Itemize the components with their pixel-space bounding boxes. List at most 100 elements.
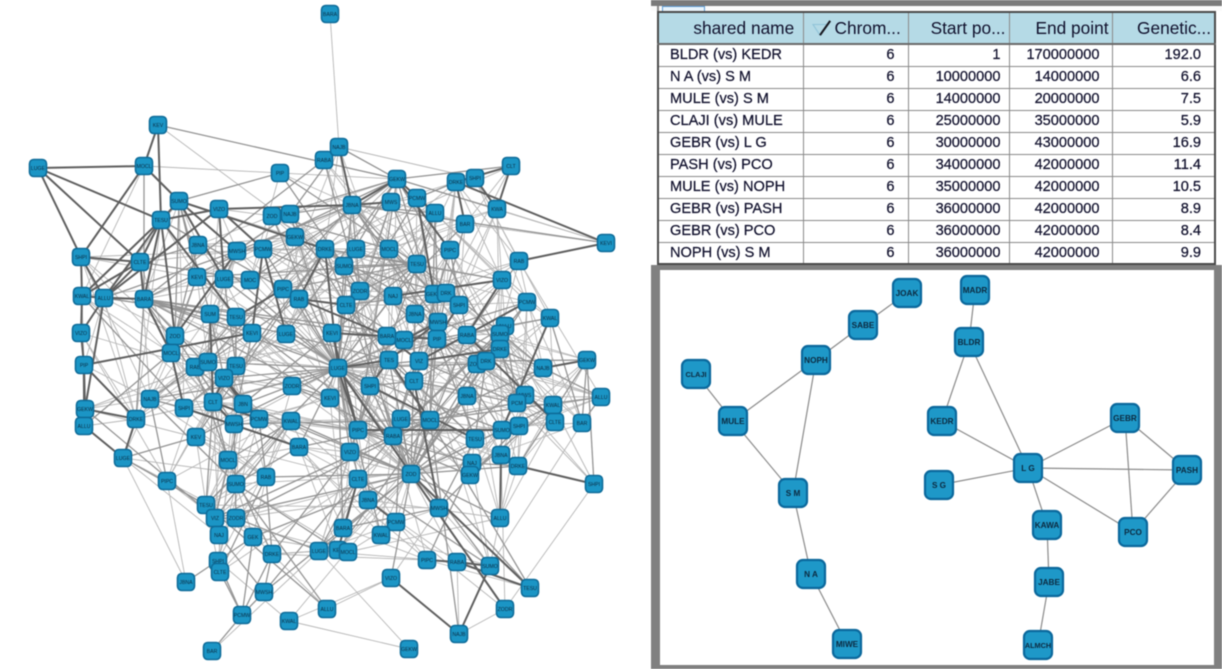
svg-text:LUGE: LUGE xyxy=(31,166,46,172)
svg-text:RAB: RAB xyxy=(261,475,272,481)
svg-text:NAJ: NAJ xyxy=(388,294,398,300)
svg-text:VIZO: VIZO xyxy=(496,278,508,284)
svg-text:TESU: TESU xyxy=(154,218,168,224)
svg-text:BARA: BARA xyxy=(380,334,395,340)
svg-text:PIP: PIP xyxy=(433,337,442,343)
svg-text:PIP: PIP xyxy=(80,363,89,369)
svg-text:MWSH: MWSH xyxy=(226,422,243,428)
svg-text:CLTE: CLTE xyxy=(352,477,365,483)
svg-text:KEV: KEV xyxy=(153,123,164,129)
svg-text:NAJB: NAJB xyxy=(332,145,346,151)
svg-text:GEBR: GEBR xyxy=(1113,414,1137,423)
svg-text:ZODR: ZODR xyxy=(353,289,368,295)
svg-text:SHPI: SHPI xyxy=(513,424,525,430)
svg-text:LUGE: LUGE xyxy=(217,277,232,283)
svg-text:SHPI: SHPI xyxy=(178,406,190,412)
svg-text:NAJ: NAJ xyxy=(467,461,477,467)
svg-text:RABA: RABA xyxy=(317,158,332,164)
svg-text:ZODR: ZODR xyxy=(285,384,300,390)
svg-text:TES: TES xyxy=(384,358,395,364)
svg-text:PIPC: PIPC xyxy=(444,248,456,254)
svg-text:ZODR: ZODR xyxy=(498,607,513,613)
svg-text:PCMW: PCMW xyxy=(409,196,426,202)
svg-text:BARA: BARA xyxy=(292,445,307,451)
svg-text:NAJB: NAJB xyxy=(283,212,297,218)
svg-text:KEV: KEV xyxy=(191,435,202,441)
svg-text:KEDR: KEDR xyxy=(930,417,953,426)
svg-text:L G: L G xyxy=(1021,464,1035,473)
svg-text:ALLU: ALLU xyxy=(595,395,608,401)
svg-text:GEK: GEK xyxy=(248,535,259,541)
svg-text:SUMO: SUMO xyxy=(228,482,244,488)
svg-text:JBNA: JBNA xyxy=(345,203,359,209)
svg-text:SHPI: SHPI xyxy=(469,176,481,182)
svg-text:TESU: TESU xyxy=(199,503,213,509)
svg-text:VIZO: VIZO xyxy=(385,576,397,582)
svg-text:DRKE: DRKE xyxy=(265,552,280,558)
svg-text:PIPC: PIPC xyxy=(277,287,289,293)
svg-text:MOCL: MOCL xyxy=(137,164,152,170)
svg-text:KAWA: KAWA xyxy=(1035,521,1060,530)
svg-text:MOCL: MOCL xyxy=(341,550,356,556)
svg-text:DRKE: DRKE xyxy=(449,180,464,186)
svg-text:ALLU: ALLU xyxy=(494,516,507,522)
svg-text:RABA: RABA xyxy=(460,333,475,339)
svg-text:PCMW: PCMW xyxy=(519,300,536,306)
svg-text:SUMO: SUMO xyxy=(494,428,510,434)
svg-text:NAJB: NAJB xyxy=(452,632,466,638)
svg-text:LUGE: LUGE xyxy=(394,417,409,423)
svg-text:MOCL: MOCL xyxy=(164,351,179,357)
svg-text:VIZO: VIZO xyxy=(213,207,225,213)
svg-text:KEVI: KEVI xyxy=(246,331,258,337)
svg-text:DRKE: DRKE xyxy=(318,247,333,253)
svg-text:LUGE: LUGE xyxy=(312,549,327,555)
svg-text:PASH: PASH xyxy=(1176,466,1198,475)
svg-text:PCMW: PCMW xyxy=(234,613,251,619)
svg-text:MULE: MULE xyxy=(721,417,745,426)
svg-text:JBNA: JBNA xyxy=(494,453,508,459)
svg-text:MWSH: MWSH xyxy=(256,590,273,596)
svg-text:SUMO: SUMO xyxy=(171,199,187,205)
svg-text:TESU: TESU xyxy=(468,437,482,443)
svg-text:SHPI: SHPI xyxy=(212,559,224,565)
svg-text:SUMO: SUMO xyxy=(200,360,216,366)
svg-text:DRK: DRK xyxy=(441,291,452,297)
svg-text:TESU: TESU xyxy=(410,262,424,268)
svg-text:DRKE: DRKE xyxy=(129,417,144,423)
svg-text:KEVI: KEVI xyxy=(324,396,336,402)
svg-text:SUMO: SUMO xyxy=(336,264,352,270)
svg-text:JBN: JBN xyxy=(238,402,248,408)
svg-text:JOAK: JOAK xyxy=(896,289,919,298)
svg-text:KEVI: KEVI xyxy=(600,241,612,247)
svg-text:ALLU: ALLU xyxy=(429,211,442,217)
svg-text:CLT: CLT xyxy=(208,400,218,406)
svg-text:S M: S M xyxy=(786,489,801,498)
svg-text:CLT: CLT xyxy=(506,164,516,170)
svg-text:CLTE: CLTE xyxy=(549,420,562,426)
svg-text:ALMCH: ALMCH xyxy=(1025,641,1051,650)
svg-text:JBNA: JBNA xyxy=(361,498,375,504)
svg-text:NAJB: NAJB xyxy=(536,366,550,372)
svg-text:SHPI: SHPI xyxy=(364,384,376,390)
svg-text:DRKE: DRKE xyxy=(493,347,508,353)
svg-text:DRKE: DRKE xyxy=(511,464,526,470)
svg-text:MWSH: MWSH xyxy=(430,320,447,326)
svg-text:GEKW: GEKW xyxy=(462,473,478,479)
svg-text:BARA: BARA xyxy=(137,297,152,303)
svg-text:GEKW: GEKW xyxy=(287,235,303,241)
svg-text:BAR: BAR xyxy=(207,649,218,655)
svg-text:N A: N A xyxy=(804,570,818,579)
svg-text:GEKW: GEKW xyxy=(77,407,93,413)
svg-text:MOCL: MOCL xyxy=(397,338,412,344)
svg-text:BARA: BARA xyxy=(336,526,351,532)
svg-text:CLAJI: CLAJI xyxy=(685,370,706,379)
svg-text:VIZO: VIZO xyxy=(344,450,356,456)
svg-text:ALLU: ALLU xyxy=(98,296,111,302)
svg-text:ALLU: ALLU xyxy=(321,607,334,613)
svg-text:SUMO: SUMO xyxy=(492,332,508,338)
svg-text:KEV: KEV xyxy=(333,548,344,554)
svg-text:LUGE: LUGE xyxy=(279,332,294,338)
svg-text:VIZO: VIZO xyxy=(218,376,230,382)
svg-text:PCO: PCO xyxy=(1124,528,1142,537)
svg-text:CLT: CLT xyxy=(409,379,419,385)
